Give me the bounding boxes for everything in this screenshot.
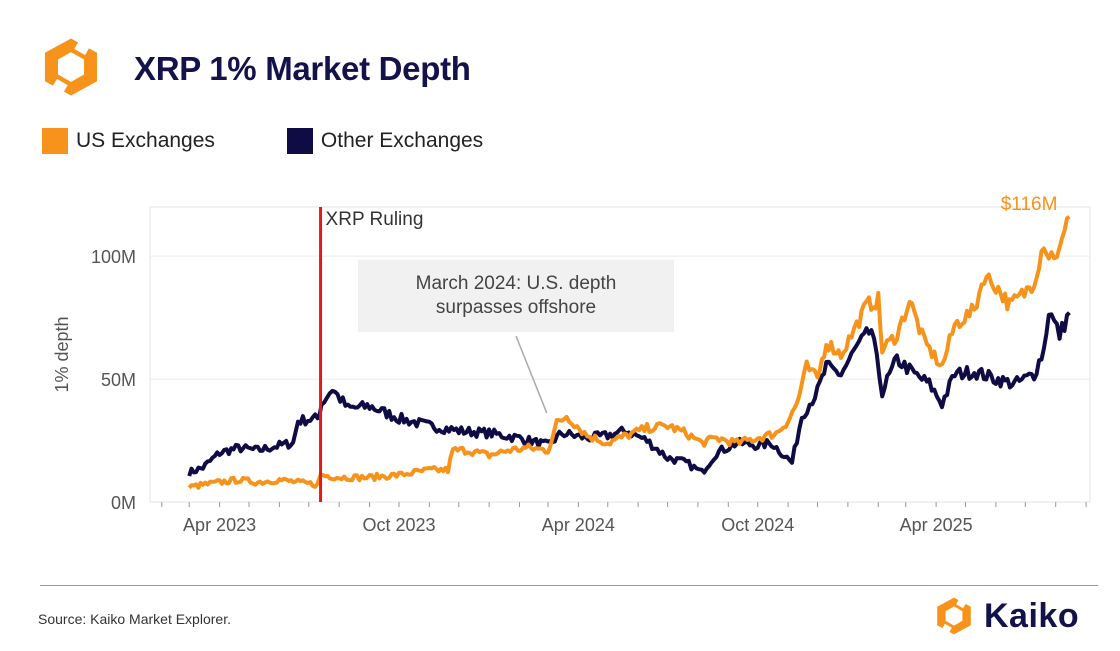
xrp-ruling-label: XRP Ruling bbox=[326, 209, 424, 230]
brand-footer: Kaiko bbox=[932, 596, 1079, 636]
source-note: Source: Kaiko Market Explorer. bbox=[38, 611, 231, 627]
y-tick-label: 0M bbox=[111, 493, 136, 513]
brand-name: Kaiko bbox=[984, 596, 1080, 635]
kaiko-brand-icon bbox=[937, 596, 971, 636]
legend-label-other: Other Exchanges bbox=[320, 129, 484, 152]
series-line-us-exchanges bbox=[187, 215, 1071, 490]
legend-swatch-us bbox=[42, 128, 68, 154]
legend-item-us: US Exchanges bbox=[42, 128, 215, 154]
legend-swatch-other bbox=[286, 128, 313, 154]
y-tick-label: 100M bbox=[91, 247, 136, 267]
footer-divider bbox=[40, 585, 1098, 586]
plot-area bbox=[149, 206, 1091, 503]
x-tick-label: Apr 2023 bbox=[183, 515, 256, 535]
y-axis-title: 1% depth bbox=[52, 316, 72, 392]
x-tick-label: Apr 2025 bbox=[900, 515, 973, 535]
callout-pointer bbox=[515, 335, 548, 414]
market-depth-chart: 0M 50M 100M Apr 2023 Oct 2023 Apr 2024 Oct 202… bbox=[52, 194, 1091, 535]
x-tick-label: Oct 2023 bbox=[362, 515, 435, 535]
callout-box bbox=[358, 260, 674, 332]
x-tick-label: Apr 2024 bbox=[542, 515, 615, 535]
legend-label-us: US Exchanges bbox=[76, 129, 215, 152]
y-tick-label: 50M bbox=[101, 370, 136, 390]
callout-text-line: March 2024: U.S. depth bbox=[416, 273, 617, 294]
page-title: XRP 1% Market Depth bbox=[134, 50, 471, 87]
callout-text-line: surpasses offshore bbox=[436, 297, 596, 318]
last-value-label: $116M bbox=[1001, 194, 1058, 215]
kaiko-logo-icon bbox=[44, 37, 98, 97]
legend-item-other: Other Exchanges bbox=[286, 128, 484, 154]
chart-legend: US Exchanges Other Exchanges bbox=[42, 128, 555, 154]
x-tick-label: Oct 2024 bbox=[721, 515, 794, 535]
